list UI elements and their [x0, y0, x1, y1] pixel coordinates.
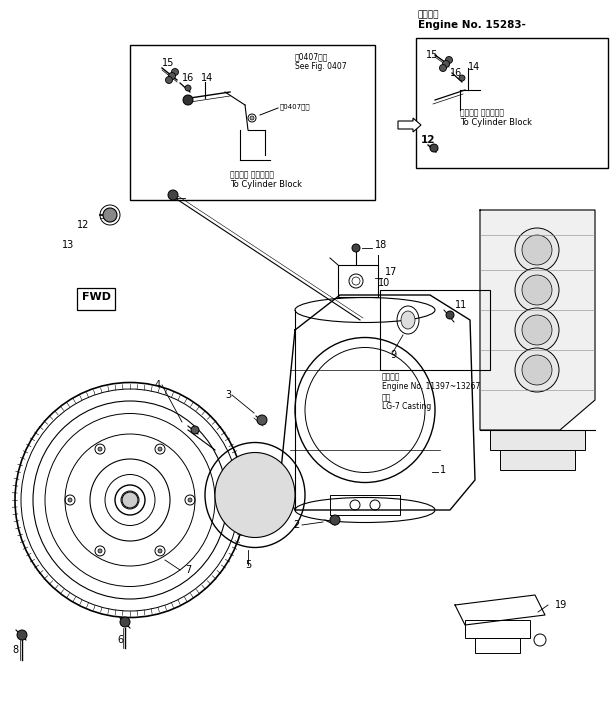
Bar: [490, 430, 585, 450]
Text: 12: 12: [421, 135, 436, 145]
Text: LG-7 Casting: LG-7 Casting: [382, 402, 431, 411]
Text: 5: 5: [245, 560, 251, 570]
Circle shape: [515, 268, 559, 312]
Circle shape: [191, 426, 199, 434]
Circle shape: [515, 308, 559, 352]
Text: 15: 15: [162, 58, 174, 68]
Circle shape: [522, 235, 552, 265]
Text: 4: 4: [155, 380, 161, 390]
Text: 適用号機: 適用号機: [382, 372, 400, 381]
Text: 3: 3: [225, 390, 231, 400]
Text: シリンダ ブロックへ: シリンダ ブロックへ: [460, 108, 504, 117]
Circle shape: [522, 275, 552, 305]
Circle shape: [122, 492, 138, 508]
Circle shape: [158, 447, 162, 451]
Circle shape: [158, 549, 162, 553]
Circle shape: [522, 355, 552, 385]
Text: Engine No. 11397~13267: Engine No. 11397~13267: [382, 382, 480, 391]
Circle shape: [168, 190, 178, 200]
FancyArrow shape: [398, 118, 421, 132]
Text: FWD: FWD: [82, 292, 111, 302]
Text: 6: 6: [117, 635, 123, 645]
Bar: [380, 290, 490, 370]
Text: 10: 10: [378, 278, 390, 288]
Circle shape: [185, 85, 191, 91]
Circle shape: [168, 72, 176, 79]
Ellipse shape: [215, 453, 295, 538]
Text: 16: 16: [182, 73, 194, 83]
Text: 図0407参照: 図0407参照: [295, 52, 329, 61]
Text: 鑄造: 鑄造: [382, 393, 391, 402]
Circle shape: [439, 64, 447, 72]
Text: 7: 7: [185, 565, 191, 575]
Circle shape: [68, 498, 72, 502]
Circle shape: [98, 549, 102, 553]
Text: 19: 19: [555, 600, 567, 610]
Bar: [77, 288, 115, 310]
Circle shape: [171, 69, 179, 75]
Circle shape: [103, 208, 117, 222]
Bar: [130, 45, 375, 200]
Text: 17: 17: [385, 267, 397, 277]
Text: To Cylinder Block: To Cylinder Block: [460, 118, 532, 127]
Text: 14: 14: [201, 73, 213, 83]
Text: 14: 14: [468, 62, 480, 72]
Circle shape: [188, 498, 192, 502]
Circle shape: [515, 348, 559, 392]
Circle shape: [430, 144, 438, 152]
Text: 適用号機: 適用号機: [418, 10, 439, 19]
Circle shape: [522, 315, 552, 345]
Text: 1: 1: [440, 465, 446, 475]
Circle shape: [442, 60, 449, 67]
Circle shape: [330, 515, 340, 525]
Circle shape: [515, 228, 559, 272]
Text: 11: 11: [455, 300, 467, 310]
Circle shape: [183, 95, 193, 105]
Bar: [338, 265, 378, 297]
Text: 15: 15: [426, 50, 438, 60]
Circle shape: [120, 617, 130, 627]
Bar: [475, 638, 520, 653]
Text: To Cylinder Block: To Cylinder Block: [230, 180, 302, 189]
Text: 図0407参照: 図0407参照: [280, 104, 311, 110]
Circle shape: [352, 244, 360, 252]
Circle shape: [165, 77, 173, 84]
Text: 12: 12: [77, 220, 89, 230]
Circle shape: [98, 447, 102, 451]
Circle shape: [17, 630, 27, 640]
Text: シリンダ ブロックへ: シリンダ ブロックへ: [230, 170, 274, 179]
Circle shape: [446, 57, 452, 64]
Text: Engine No. 15283-: Engine No. 15283-: [418, 20, 526, 30]
Circle shape: [257, 415, 267, 425]
Text: See Fig. 0407: See Fig. 0407: [295, 62, 346, 71]
Bar: [500, 450, 575, 470]
Text: 9: 9: [390, 350, 396, 360]
Polygon shape: [480, 210, 595, 430]
Text: 18: 18: [375, 240, 387, 250]
Bar: [465, 620, 530, 638]
Text: 2: 2: [294, 520, 300, 530]
Ellipse shape: [401, 311, 415, 329]
Text: 13: 13: [62, 240, 74, 250]
Text: 8: 8: [12, 645, 18, 655]
Bar: [330, 495, 400, 515]
Text: 16: 16: [450, 68, 462, 78]
Circle shape: [250, 116, 254, 120]
Bar: [416, 38, 608, 168]
Circle shape: [459, 75, 465, 81]
Circle shape: [446, 311, 454, 319]
